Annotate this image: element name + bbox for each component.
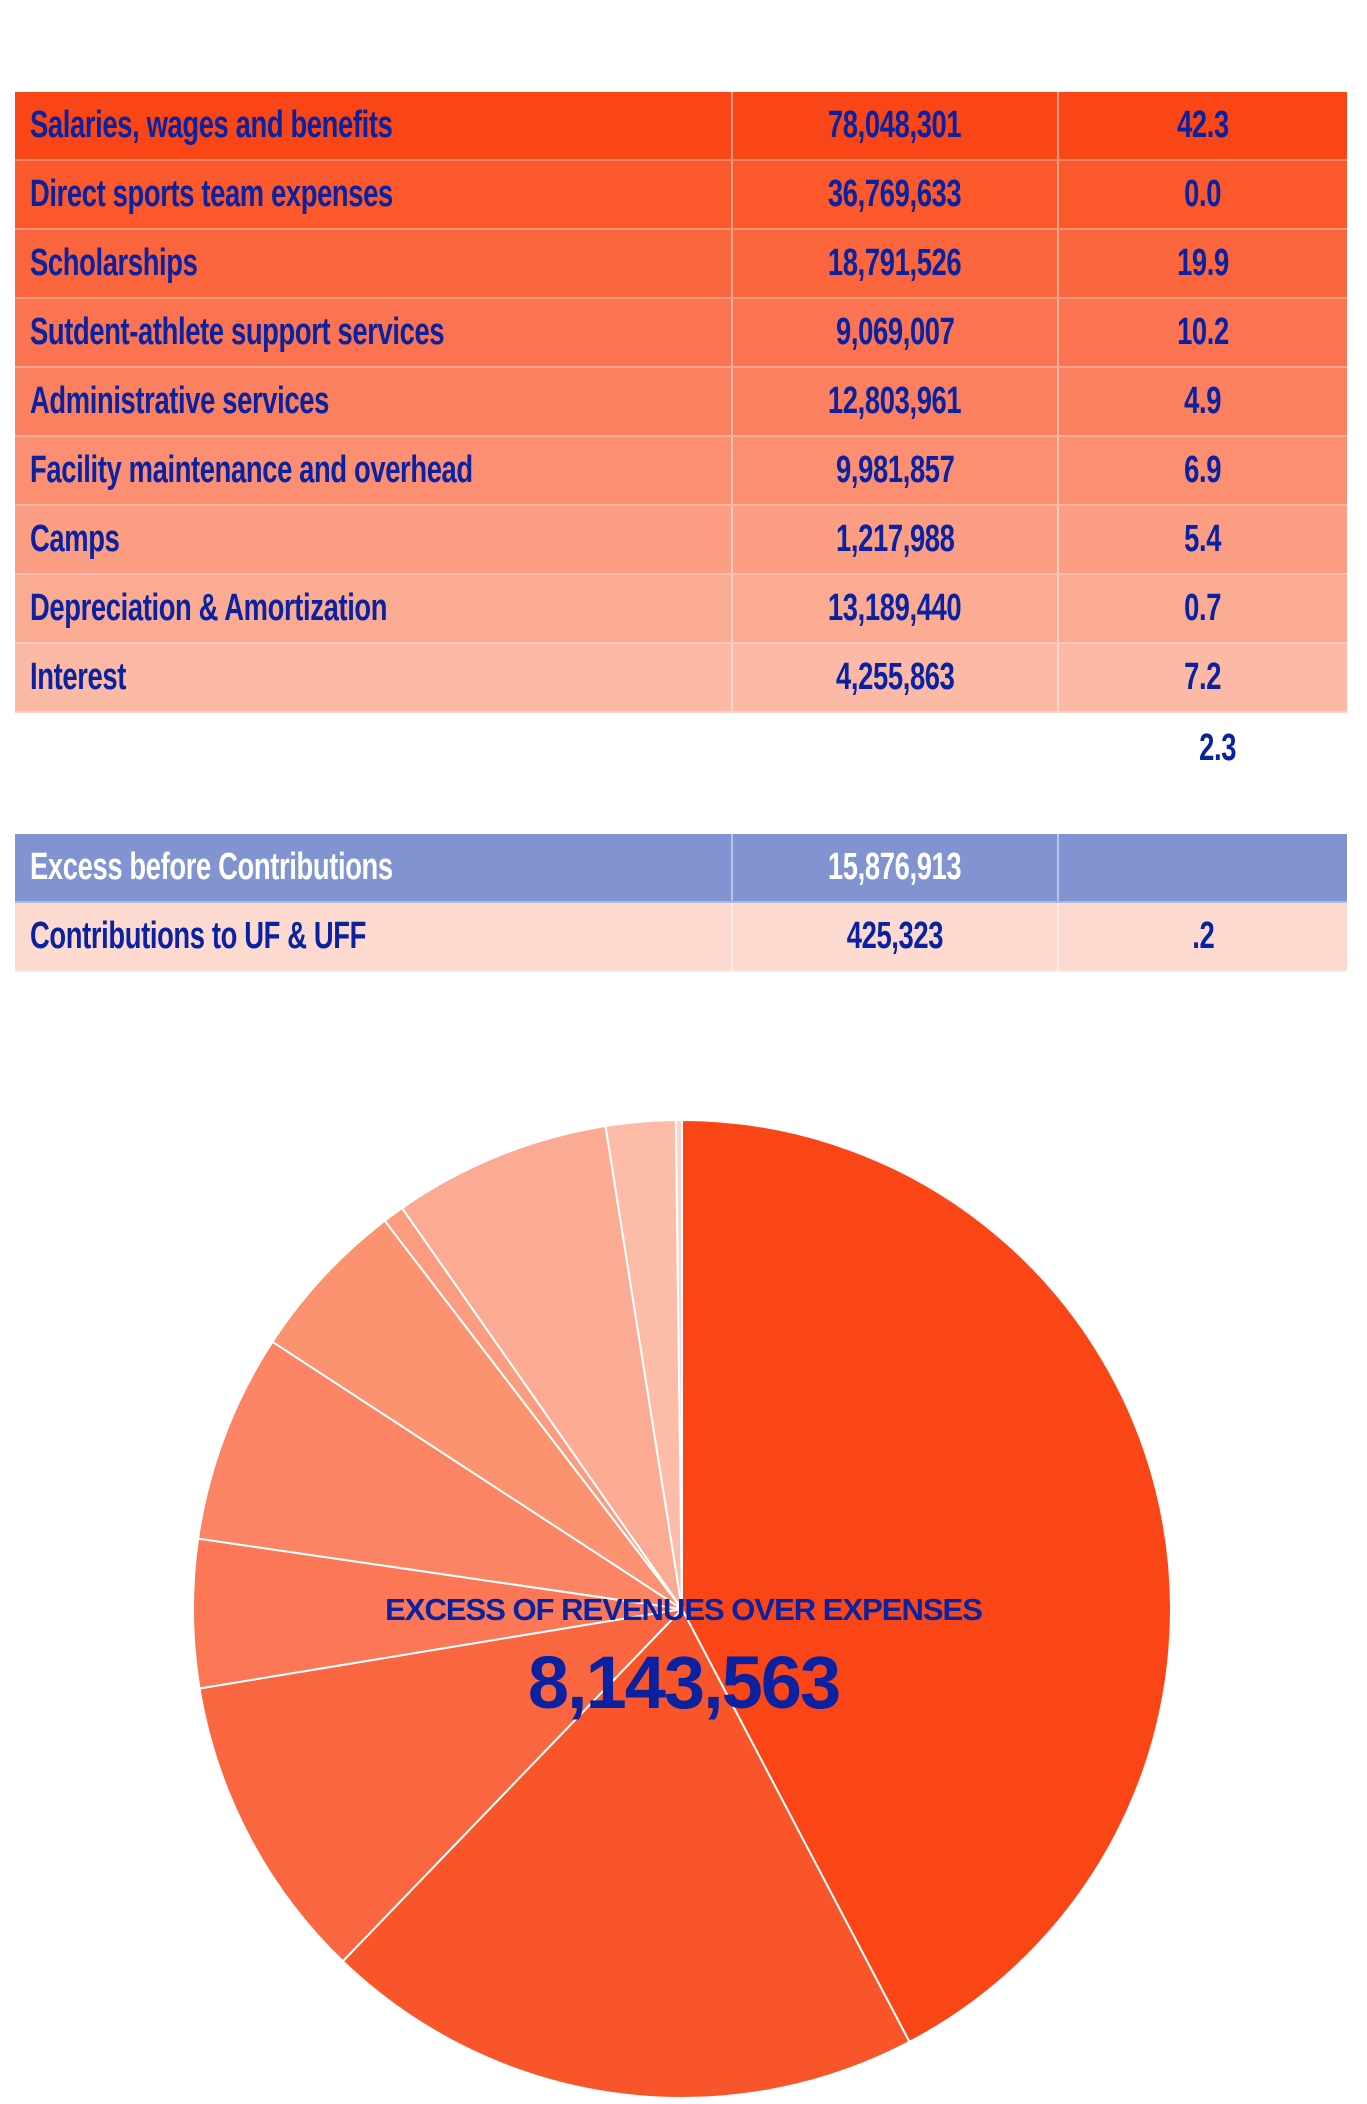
- percent-text: 7.2: [1184, 656, 1222, 698]
- cell-label: Interest: [15, 644, 733, 711]
- cell-amount: 18,791,526: [733, 230, 1059, 297]
- label-text: Excess before Contributions: [30, 846, 393, 888]
- cell-label: Administrative services: [15, 368, 733, 435]
- cell-percent: .2: [1059, 903, 1347, 970]
- cell-percent: 0.7: [1059, 575, 1347, 642]
- label-text: Sutdent-athlete support services: [30, 311, 445, 353]
- cell-label: Depreciation & Amortization: [15, 575, 733, 642]
- percent-text: 19.9: [1177, 242, 1229, 284]
- table-row: Direct sports team expenses 36,769,633 0.0: [15, 161, 1347, 230]
- percent-text: 0.0: [1184, 173, 1222, 215]
- cell-label: Contributions to UF & UFF: [15, 903, 733, 970]
- cell-label: Direct sports team expenses: [15, 161, 733, 228]
- percent-text: 10.2: [1177, 311, 1229, 353]
- table-row: Contributions to UF & UFF 425,323 .2: [15, 903, 1347, 972]
- percent-text: 4.9: [1184, 380, 1222, 422]
- cell-percent: 10.2: [1059, 299, 1347, 366]
- table-row: Camps 1,217,988 5.4: [15, 506, 1347, 575]
- percent-text: 0.7: [1184, 587, 1222, 629]
- pie-slice: [681, 1118, 1173, 2044]
- cell-percent: 0.0: [1059, 161, 1347, 228]
- amount-text: 9,069,007: [835, 311, 955, 353]
- pie-slice: [400, 1124, 683, 1610]
- amount-text: 15,876,913: [828, 846, 962, 888]
- cell-amount: 36,769,633: [733, 161, 1059, 228]
- extra-percent-value: 2.3: [1199, 726, 1237, 769]
- amount-text: 78,048,301: [828, 104, 962, 146]
- cell-percent: 7.2: [1059, 644, 1347, 711]
- cell-label: Excess before Contributions: [15, 834, 733, 901]
- cell-percent: 5.4: [1059, 506, 1347, 573]
- pie-slice: [341, 1607, 911, 2099]
- percent-text: 42.3: [1177, 104, 1229, 146]
- amount-text: 36,769,633: [828, 173, 962, 215]
- amount-text: 13,189,440: [828, 587, 962, 629]
- amount-text: 12,803,961: [828, 380, 962, 422]
- cell-amount: 12,803,961: [733, 368, 1059, 435]
- percent-text: 6.9: [1184, 449, 1222, 491]
- label-text: Depreciation & Amortization: [30, 587, 388, 629]
- label-text: Facility maintenance and overhead: [30, 449, 473, 491]
- pie-title: EXCESS OF REVENUES OVER EXPENSES: [385, 1592, 983, 1627]
- cell-amount: 425,323: [733, 903, 1059, 970]
- label-text: Administrative services: [30, 380, 329, 422]
- amount-text: 1,217,988: [835, 518, 955, 560]
- cell-amount: 13,189,440: [733, 575, 1059, 642]
- cell-percent: 42.3: [1059, 92, 1347, 159]
- summary-table: Excess before Contributions 15,876,913 Con…: [15, 834, 1347, 972]
- cell-label: Salaries, wages and benefits: [15, 92, 733, 159]
- cell-amount: 78,048,301: [733, 92, 1059, 159]
- table-row: Interest 4,255,863 7.2: [15, 644, 1347, 713]
- amount-text: 4,255,863: [835, 656, 955, 698]
- cell-label: Camps: [15, 506, 733, 573]
- pie-center-value: 8,143,563: [527, 1641, 841, 1724]
- table-row: Scholarships 18,791,526 19.9: [15, 230, 1347, 299]
- table-row: Depreciation & Amortization 13,189,440 0.7: [15, 575, 1347, 644]
- pie-slice: [198, 1607, 685, 1963]
- cell-amount: 4,255,863: [733, 644, 1059, 711]
- label-text: Interest: [30, 656, 126, 698]
- table-row: Administrative services 12,803,961 4.9: [15, 368, 1347, 437]
- percent-text: .2: [1191, 915, 1215, 957]
- table-row: Salaries, wages and benefits 78,048,301 42…: [15, 92, 1347, 161]
- pie-slice: [196, 1340, 683, 1610]
- amount-text: 9,981,857: [835, 449, 955, 491]
- cell-amount: 9,981,857: [733, 437, 1059, 504]
- table-row: Excess before Contributions 15,876,913: [15, 834, 1347, 903]
- cell-percent: 19.9: [1059, 230, 1347, 297]
- expenses-table: Salaries, wages and benefits 78,048,301 42…: [15, 92, 1347, 713]
- cell-label: Scholarships: [15, 230, 733, 297]
- cell-percent: 6.9: [1059, 437, 1347, 504]
- amount-text: 18,791,526: [828, 242, 962, 284]
- amount-text: 425,323: [846, 915, 944, 957]
- label-text: Camps: [30, 518, 120, 560]
- pie-slice: [271, 1219, 683, 1610]
- cell-percent: 4.9: [1059, 368, 1347, 435]
- label-text: Direct sports team expenses: [30, 173, 393, 215]
- cell-label: Facility maintenance and overhead: [15, 437, 733, 504]
- pie-slice: [192, 1537, 683, 1690]
- cell-label: Sutdent-athlete support services: [15, 299, 733, 366]
- label-text: Contributions to UF & UFF: [30, 915, 366, 957]
- cell-amount: 15,876,913: [733, 834, 1059, 901]
- table-row: Sutdent-athlete support services 9,069,00…: [15, 299, 1347, 368]
- extra-percent: 2.3: [1074, 722, 1362, 774]
- label-text: Salaries, wages and benefits: [30, 104, 393, 146]
- label-text: Scholarships: [30, 242, 198, 284]
- table-row: Facility maintenance and overhead 9,981,8…: [15, 437, 1347, 506]
- percent-text: 5.4: [1184, 518, 1222, 560]
- cell-amount: 1,217,988: [733, 506, 1059, 573]
- cell-amount: 9,069,007: [733, 299, 1059, 366]
